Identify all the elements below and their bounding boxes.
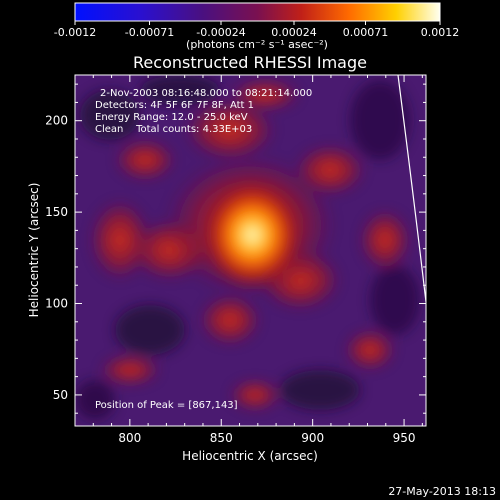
y-tick-label: 150 <box>45 205 68 219</box>
colorbar-tick-label: 0.00071 <box>343 26 389 39</box>
x-tick-label: 900 <box>301 431 324 445</box>
colorbar <box>74 2 441 22</box>
y-axis-ticks: 50 100 150 200 <box>45 83 426 414</box>
plot-frame <box>74 74 427 427</box>
x-axis-ticks: 800 850 900 950 <box>92 75 423 445</box>
colorbar-tick-label: -0.00024 <box>196 26 245 39</box>
info-line-clean: Clean Total counts: 4.33E+03 <box>95 124 252 135</box>
y-axis-label: Heliocentric Y (arcsec) <box>27 183 41 318</box>
info-block: 2-Nov-2003 08:16:48.000 to 08:21:14.000 … <box>95 88 312 135</box>
chart-title: Reconstructed RHESSI Image <box>133 53 367 72</box>
colorbar-tick-label: -0.00071 <box>125 26 174 39</box>
footer-timestamp: 27-May-2013 18:13 <box>388 485 496 498</box>
y-tick-label: 50 <box>53 388 68 402</box>
x-axis-label: Heliocentric X (arcsec) <box>182 449 318 463</box>
colorbar-tick-label: 0.0012 <box>421 26 460 39</box>
info-line-time: 2-Nov-2003 08:16:48.000 to 08:21:14.000 <box>100 88 312 99</box>
x-tick-label: 850 <box>210 431 233 445</box>
y-tick-label: 200 <box>45 114 68 128</box>
peak-position-label: Position of Peak = [867,143] <box>95 400 238 411</box>
x-tick-label: 800 <box>118 431 141 445</box>
info-line-detectors: Detectors: 4F 5F 6F 7F 8F, Att 1 <box>95 100 254 111</box>
x-tick-label: 950 <box>393 431 416 445</box>
colorbar-ticks: -0.0012 -0.00071 -0.00024 0.00024 0.00071 0.0… <box>54 21 459 39</box>
colorbar-tick-label: 0.00024 <box>271 26 317 39</box>
heatmap <box>75 75 426 426</box>
colorbar-units: (photons cm⁻² s⁻¹ asec⁻²) <box>186 38 328 51</box>
y-tick-label: 100 <box>45 297 68 311</box>
colorbar-tick-label: -0.0012 <box>54 26 96 39</box>
info-line-energy: Energy Range: 12.0 - 25.0 keV <box>95 112 248 123</box>
solar-limb-arc <box>397 75 426 303</box>
